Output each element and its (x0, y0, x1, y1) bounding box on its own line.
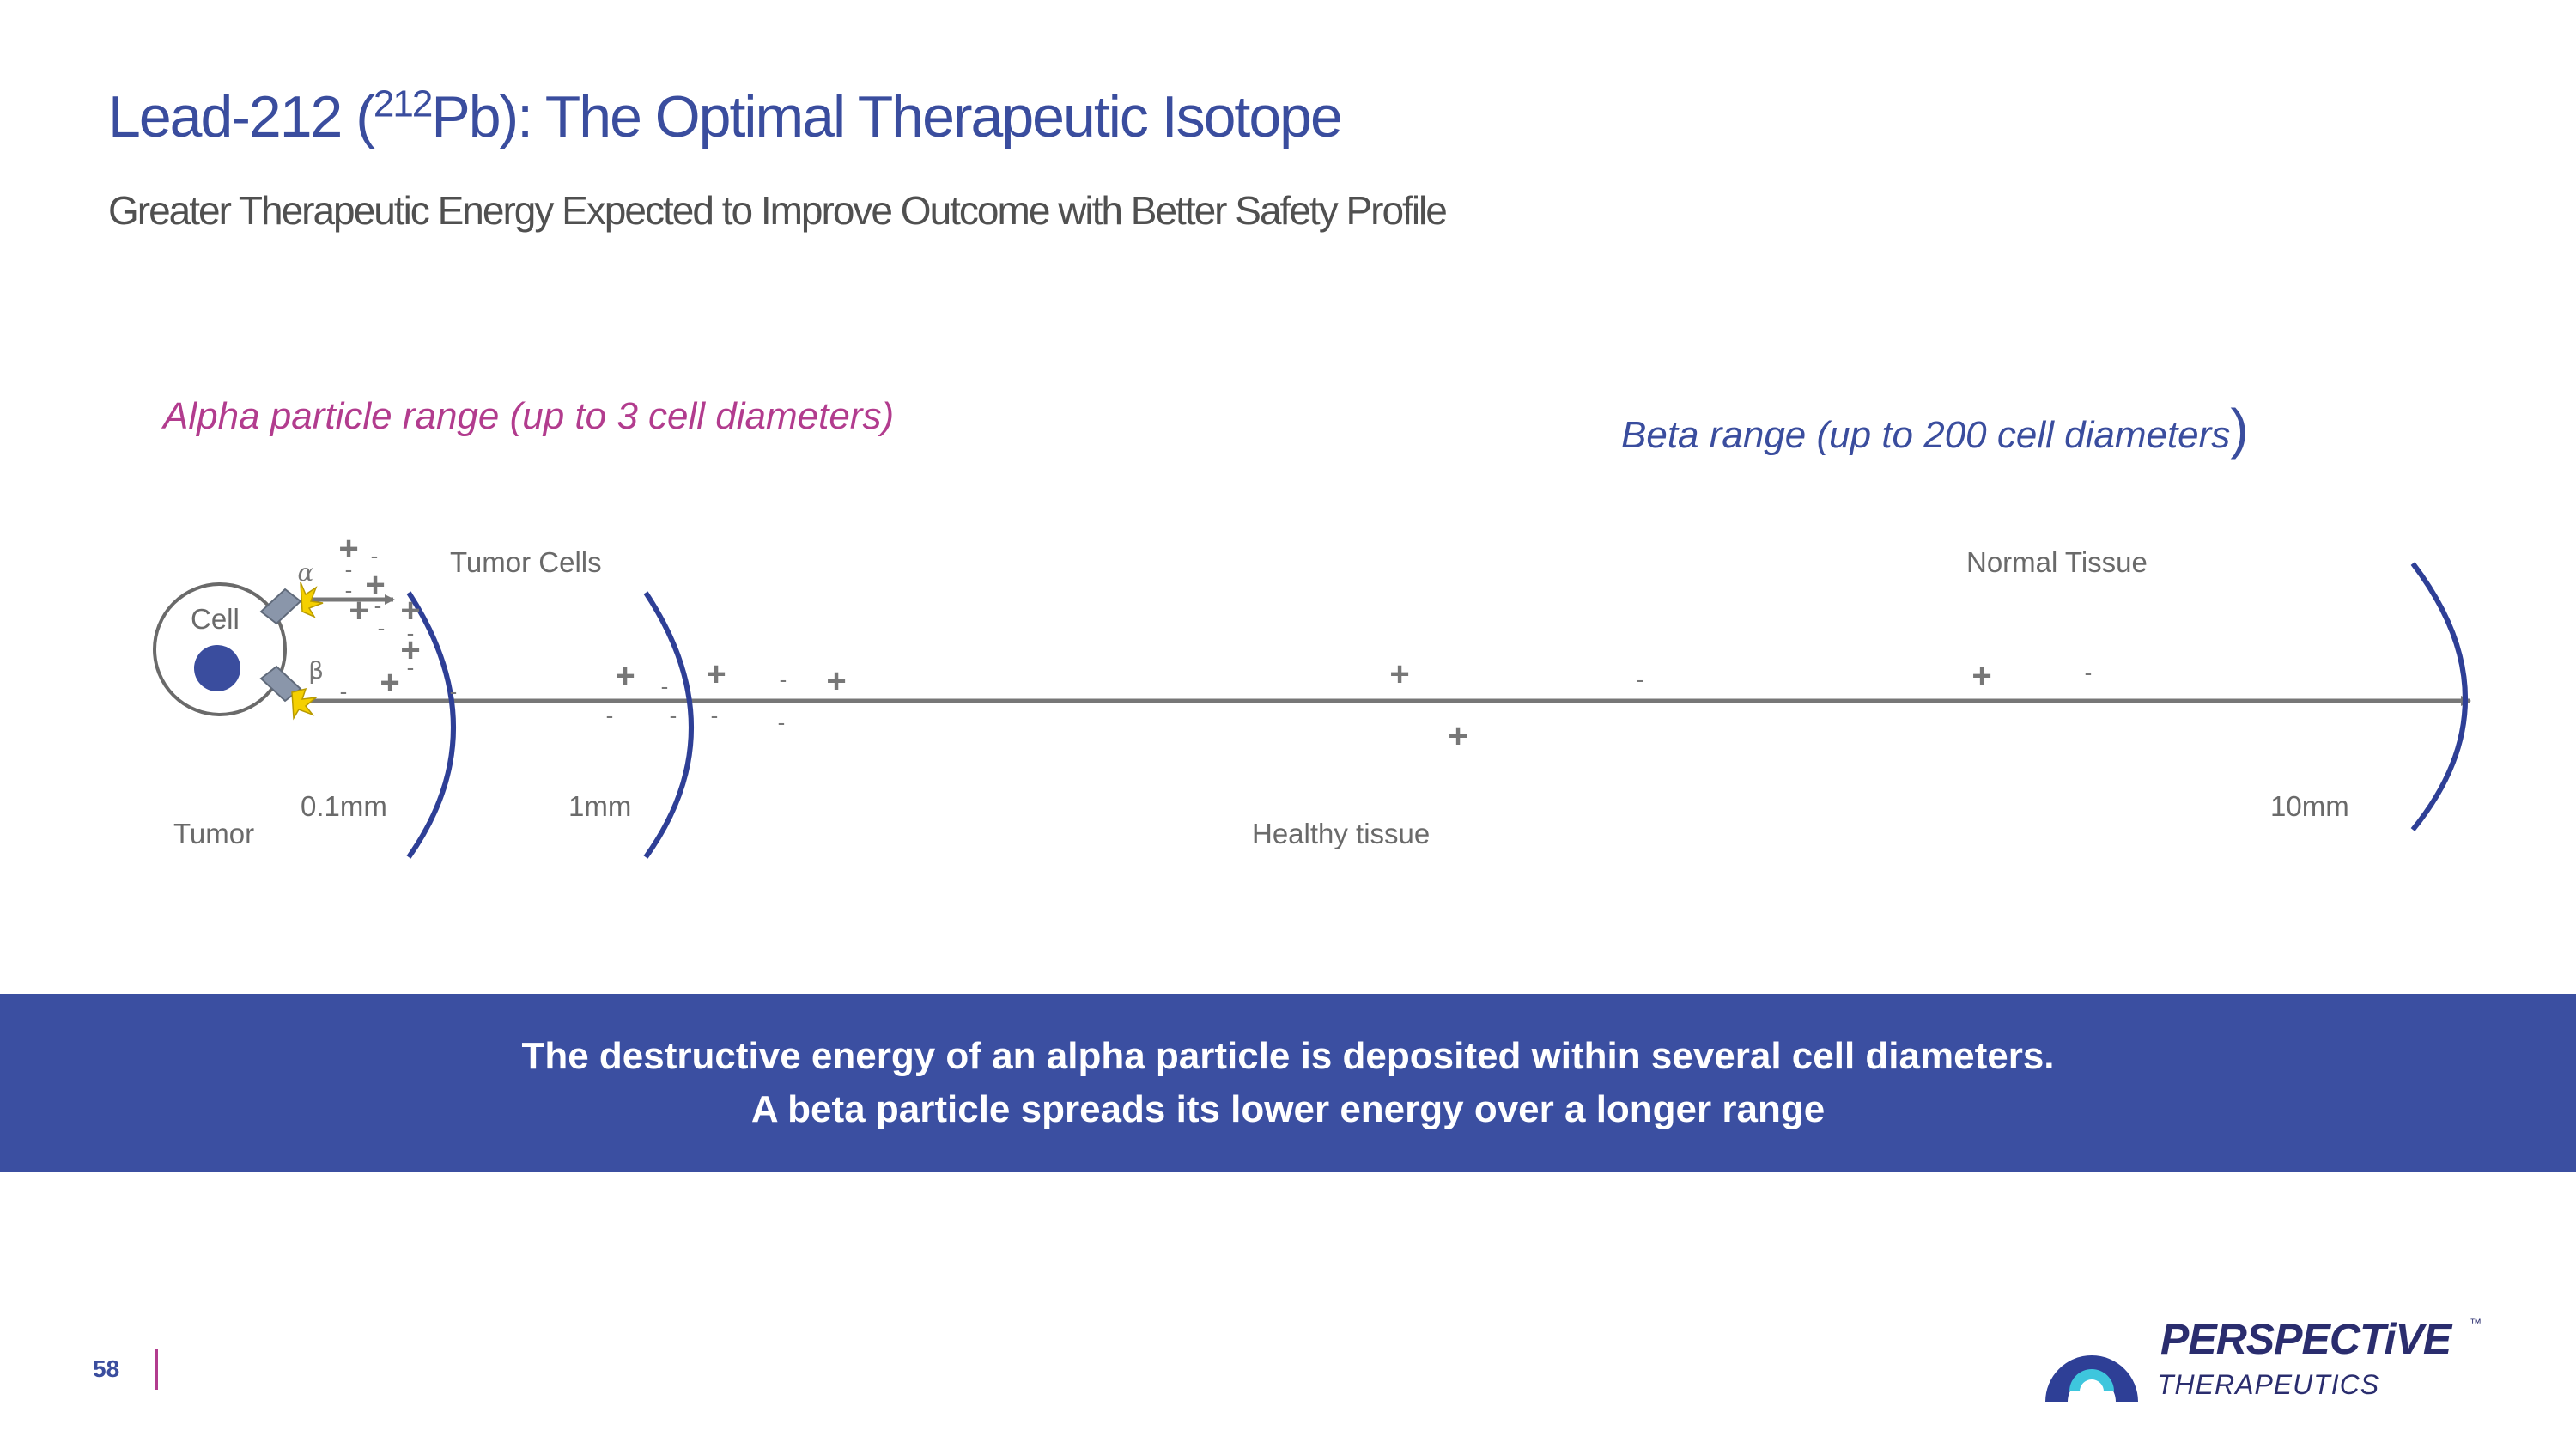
ionization-minus: - (407, 620, 415, 646)
ionization-minus: - (345, 577, 353, 603)
ionization-minus: - (1637, 667, 1644, 692)
particle-range-diagram: + + + + + + + + + + + + - - - - - - - - … (153, 530, 2471, 859)
ionization-minus: - (778, 709, 786, 735)
tumor-label: Tumor (173, 818, 255, 849)
boundary-arc-01mm (406, 591, 456, 859)
page-subtitle: Greater Therapeutic Energy Expected to I… (108, 188, 1448, 233)
ionization-plus: + (349, 592, 368, 630)
ionization-plus: + (615, 657, 635, 695)
ionization-minus: - (2085, 660, 2093, 685)
distance-label-1mm: 1mm (568, 790, 632, 822)
ionization-minus: - (450, 679, 458, 704)
perspective-arc-logo-icon (2045, 1355, 2138, 1402)
boundary-arc-10mm (2410, 562, 2468, 831)
ionization-minus: - (780, 667, 787, 692)
page-title: Lead-212 (212Pb): The Optimal Therapeuti… (108, 82, 1343, 153)
ionization-plus: + (706, 655, 726, 693)
banner-line-1: The destructive energy of an alpha parti… (521, 1035, 2055, 1077)
ionization-minus: - (407, 654, 415, 680)
cell-nucleus (194, 645, 240, 691)
ionization-plus: + (1389, 655, 1409, 693)
summary-banner: The destructive energy of an alpha parti… (0, 994, 2576, 1172)
ionization-plus: + (1448, 717, 1467, 755)
isotope-marker-beta (259, 665, 319, 721)
ionization-plus: + (400, 631, 420, 669)
ionization-minus: - (371, 543, 379, 569)
ionization-minus: - (378, 615, 386, 641)
ionization-minus: - (345, 557, 353, 582)
boundary-arc-1mm (643, 591, 694, 859)
alpha-symbol: α (298, 558, 314, 587)
tumor-cells-label: Tumor Cells (450, 546, 602, 578)
ionization-minus: - (661, 673, 669, 699)
ionization-plus: + (400, 592, 420, 630)
ionization-plus: + (365, 566, 385, 604)
ionization-plus: + (338, 530, 358, 568)
distance-label-01mm: 0.1mm (301, 790, 387, 822)
ionization-plus: + (1971, 657, 1991, 695)
beta-range-paren: ) (2230, 398, 2249, 460)
ionization-minus: - (670, 703, 677, 728)
title-superscript: 212 (373, 82, 433, 125)
ionization-minus: - (374, 593, 382, 618)
title-suffix: Pb): The Optimal Therapeutic Isotope (431, 84, 1342, 149)
logo-subtitle: THERAPEUTICS (2157, 1369, 2380, 1400)
ionization-minus: - (606, 703, 614, 728)
page-number: 58 (93, 1355, 120, 1382)
title-prefix: Lead-212 ( (108, 84, 375, 149)
logo-trademark: ™ (2470, 1316, 2482, 1330)
cell-label: Cell (191, 603, 240, 635)
beta-range-text: Beta range (up to 200 cell diameters (1621, 414, 2231, 456)
healthy-tissue-label: Healthy tissue (1252, 818, 1431, 849)
beta-symbol: β (308, 656, 324, 685)
page-number-divider (155, 1349, 158, 1390)
logo-name: PERSPECTiVE (2160, 1315, 2451, 1363)
ionization-minus: - (340, 679, 348, 704)
banner-line-2: A beta particle spreads its lower energy… (750, 1088, 1826, 1130)
ionization-plus: + (826, 662, 846, 700)
beta-range-label: Beta range (up to 200 cell diameters) (1621, 397, 2249, 460)
ionization-minus: - (711, 703, 719, 728)
normal-tissue-label: Normal Tissue (1966, 546, 2148, 578)
distance-label-10mm: 10mm (2270, 790, 2349, 822)
alpha-range-label: Alpha particle range (up to 3 cell diame… (163, 395, 895, 437)
isotope-marker-alpha (259, 581, 324, 625)
company-logo: PERSPECTiVE ™ THERAPEUTICS (2032, 1312, 2482, 1407)
ionization-plus: + (380, 664, 399, 702)
